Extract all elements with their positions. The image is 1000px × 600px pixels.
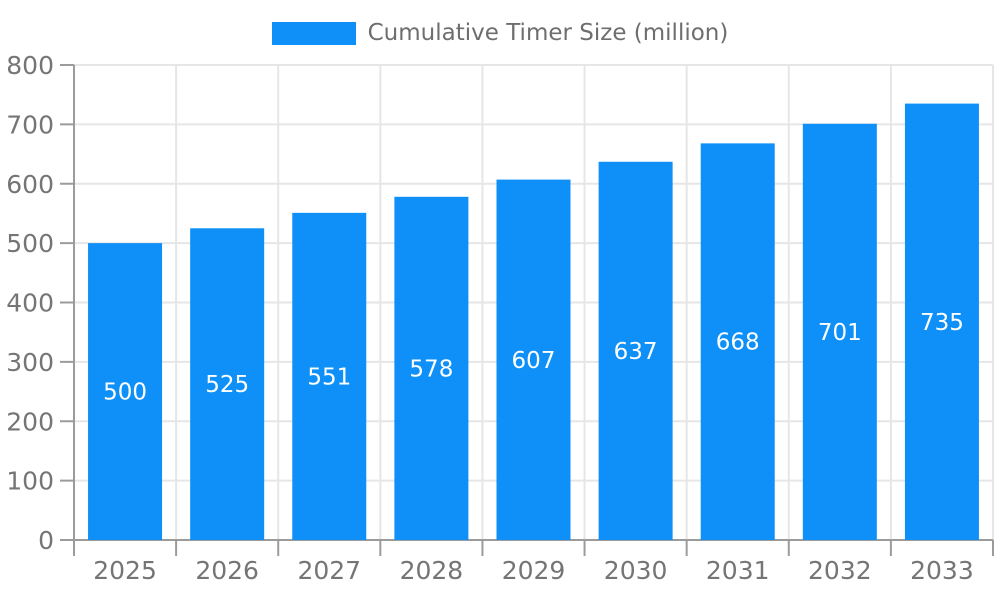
bar	[190, 228, 265, 540]
x-tick-label: 2025	[93, 556, 157, 585]
bar	[292, 212, 367, 540]
y-tick-label: 300	[6, 348, 54, 377]
bar	[598, 161, 673, 540]
x-tick-label: 2033	[910, 556, 974, 585]
bar-value-label: 637	[614, 339, 658, 365]
bar-value-label: 735	[920, 310, 964, 336]
x-tick-label: 2028	[400, 556, 464, 585]
bar	[496, 179, 571, 540]
y-tick-label: 800	[6, 51, 54, 80]
legend-label: Cumulative Timer Size (million)	[367, 19, 729, 46]
y-tick-label: 500	[6, 229, 54, 258]
x-tick-label: 2031	[706, 556, 770, 585]
x-tick-label: 2029	[502, 556, 566, 585]
x-tick-label: 2030	[604, 556, 668, 585]
y-tick-label: 0	[38, 526, 54, 555]
bar	[802, 123, 877, 540]
x-tick-label: 2026	[195, 556, 259, 585]
y-tick-label: 600	[6, 170, 54, 199]
bar-value-label: 551	[307, 364, 351, 390]
x-tick-label: 2032	[808, 556, 872, 585]
y-tick-label: 700	[6, 110, 54, 139]
bar-value-label: 668	[716, 330, 760, 356]
bar-value-label: 578	[409, 356, 453, 382]
legend-swatch[interactable]	[271, 21, 356, 45]
x-tick-label: 2027	[297, 556, 361, 585]
y-tick-label: 100	[6, 467, 54, 496]
bar-value-label: 607	[512, 348, 556, 374]
bar	[394, 196, 469, 540]
chart-legend[interactable]: Cumulative Timer Size (million)	[0, 14, 1000, 52]
bar	[700, 143, 775, 540]
bar	[88, 243, 163, 540]
y-tick-label: 200	[6, 407, 54, 436]
bar-value-label: 701	[818, 320, 862, 346]
y-tick-label: 400	[6, 289, 54, 318]
bar-value-label: 500	[103, 380, 147, 406]
bar	[904, 103, 979, 540]
bar-value-label: 525	[205, 372, 249, 398]
